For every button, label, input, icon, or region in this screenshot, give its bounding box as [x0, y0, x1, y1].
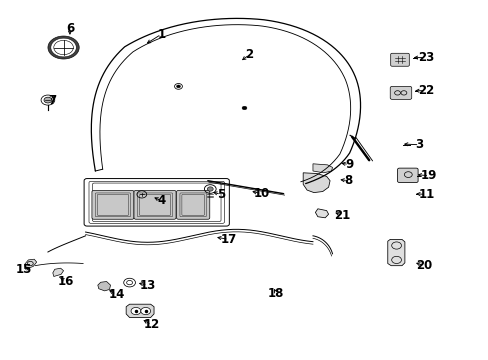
- Circle shape: [131, 307, 141, 315]
- Text: 2: 2: [245, 48, 253, 61]
- Text: 13: 13: [139, 279, 156, 292]
- Text: 20: 20: [415, 259, 432, 272]
- Text: 8: 8: [344, 174, 351, 187]
- Text: 7: 7: [49, 94, 57, 107]
- Polygon shape: [315, 209, 328, 218]
- Circle shape: [242, 106, 246, 110]
- Polygon shape: [24, 259, 37, 269]
- FancyBboxPatch shape: [390, 53, 408, 66]
- Text: 3: 3: [415, 138, 423, 151]
- FancyBboxPatch shape: [134, 190, 176, 219]
- Text: 16: 16: [58, 275, 74, 288]
- Text: 14: 14: [108, 288, 124, 301]
- Text: 5: 5: [217, 188, 224, 201]
- Text: 23: 23: [417, 51, 434, 64]
- Text: 9: 9: [345, 158, 352, 171]
- Text: 1: 1: [157, 28, 165, 41]
- Text: 17: 17: [220, 233, 237, 246]
- Polygon shape: [98, 282, 110, 291]
- Text: 15: 15: [15, 263, 32, 276]
- Polygon shape: [387, 239, 404, 266]
- Polygon shape: [303, 173, 329, 193]
- Text: 11: 11: [417, 188, 434, 201]
- Text: 6: 6: [66, 22, 74, 35]
- Polygon shape: [53, 268, 63, 276]
- Polygon shape: [48, 36, 79, 59]
- Circle shape: [44, 97, 52, 103]
- Circle shape: [141, 307, 150, 315]
- Text: 22: 22: [417, 84, 434, 97]
- FancyBboxPatch shape: [389, 86, 411, 99]
- Text: 21: 21: [333, 209, 350, 222]
- Text: 18: 18: [267, 287, 284, 300]
- FancyBboxPatch shape: [176, 190, 209, 219]
- Text: 19: 19: [420, 169, 437, 182]
- Text: 10: 10: [253, 187, 269, 200]
- FancyBboxPatch shape: [92, 190, 134, 219]
- Circle shape: [176, 85, 180, 88]
- Polygon shape: [126, 304, 154, 318]
- Text: 12: 12: [143, 318, 160, 331]
- Circle shape: [207, 187, 213, 191]
- Text: 4: 4: [157, 194, 165, 207]
- Polygon shape: [312, 164, 332, 173]
- FancyBboxPatch shape: [397, 168, 417, 183]
- Polygon shape: [51, 38, 76, 57]
